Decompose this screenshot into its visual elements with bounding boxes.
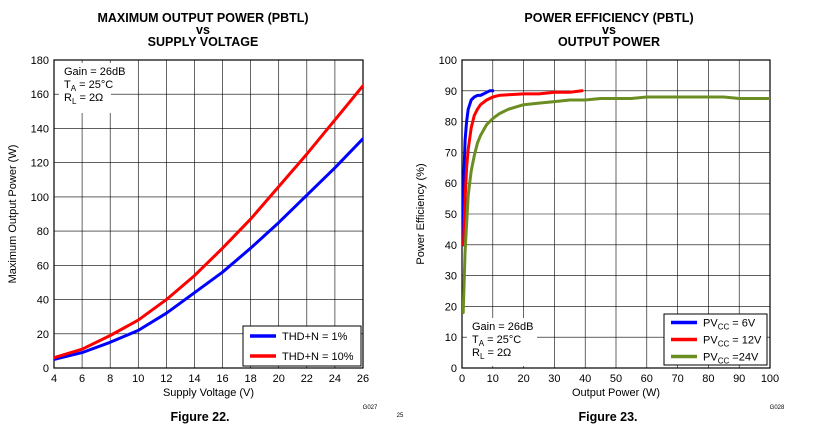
- x-axis-label: Output Power (W): [572, 387, 660, 399]
- chart-title-line: POWER EFFICIENCY (PBTL): [524, 11, 693, 25]
- x-tick-label: 10: [132, 373, 144, 385]
- figure-code: G027: [363, 405, 378, 411]
- legend-label: PVCC = 6V: [703, 318, 756, 332]
- x-tick-label: 20: [517, 373, 529, 385]
- condition-note: TA = 25°C: [472, 334, 521, 348]
- x-tick-label: 90: [733, 373, 745, 385]
- y-tick-label: 90: [445, 86, 457, 98]
- legend-label: PVCC = 12V: [703, 335, 762, 349]
- y-tick-label: 100: [31, 192, 49, 204]
- x-tick-label: 20: [273, 373, 285, 385]
- x-tick-label: 10: [487, 373, 499, 385]
- legend-box: [242, 325, 362, 367]
- y-tick-label: 180: [31, 55, 49, 67]
- series-line-3: [462, 95, 770, 315]
- y-tick-label: 140: [31, 123, 49, 135]
- y-tick-label: 0: [451, 363, 457, 375]
- x-tick-label: 40: [579, 373, 591, 385]
- y-tick-label: 20: [37, 329, 49, 341]
- y-tick-label: 40: [37, 295, 49, 307]
- y-tick-label: 50: [445, 209, 457, 221]
- series-line-1: [462, 89, 495, 247]
- figure-caption: Figure 22.: [170, 410, 229, 424]
- x-tick-label: 26: [357, 373, 369, 385]
- y-tick-label: 20: [445, 301, 457, 313]
- condition-note: Gain = 26dB: [472, 321, 533, 333]
- legend-label: PVCC =24V: [703, 352, 759, 366]
- y-tick-label: 120: [31, 158, 49, 170]
- y-tick-label: 70: [445, 147, 457, 159]
- x-tick-label: 6: [79, 373, 85, 385]
- x-tick-label: 12: [160, 373, 172, 385]
- y-tick-label: 100: [439, 55, 457, 67]
- y-tick-label: 60: [37, 260, 49, 272]
- chart-title-line: SUPPLY VOLTAGE: [148, 35, 259, 49]
- condition-note: TA = 25°C: [64, 79, 113, 93]
- series-line-2: [462, 89, 584, 247]
- figure-caption: Figure 23.: [578, 410, 637, 424]
- x-tick-label: 24: [329, 373, 341, 385]
- series-line-1: [54, 137, 363, 361]
- y-tick-label: 80: [37, 226, 49, 238]
- x-axis-label: Supply Voltage (V): [163, 387, 254, 399]
- chart-title-line: vs: [196, 23, 210, 37]
- condition-note: RL = 2Ω: [472, 347, 511, 361]
- y-tick-label: 10: [445, 332, 457, 344]
- y-axis-label: Power Efficiency (%): [415, 163, 427, 264]
- chart-title-line: vs: [602, 23, 616, 37]
- condition-note: RL = 2Ω: [64, 92, 103, 106]
- y-tick-label: 60: [445, 178, 457, 190]
- x-tick-label: 14: [188, 373, 200, 385]
- plot-frame: [53, 59, 364, 369]
- figure-code: G028: [770, 405, 785, 411]
- x-tick-label: 18: [245, 373, 257, 385]
- y-tick-label: 40: [445, 240, 457, 252]
- conditions-box: [467, 318, 537, 366]
- legend-label: THD+N = 10%: [282, 351, 354, 363]
- legend-label: THD+N = 1%: [282, 331, 348, 343]
- x-tick-label: 30: [548, 373, 560, 385]
- x-tick-label: 0: [459, 373, 465, 385]
- chart-title-line: OUTPUT POWER: [558, 35, 660, 49]
- x-tick-label: 100: [761, 373, 779, 385]
- y-tick-label: 0: [43, 363, 49, 375]
- conditions-box: [59, 63, 111, 113]
- x-tick-label: 4: [51, 373, 57, 385]
- x-tick-label: 70: [671, 373, 683, 385]
- x-tick-label: 50: [610, 373, 622, 385]
- y-tick-label: 160: [31, 89, 49, 101]
- x-tick-label: 16: [216, 373, 228, 385]
- x-tick-label: 60: [641, 373, 653, 385]
- x-tick-label: 8: [107, 373, 113, 385]
- x-tick-label: 22: [301, 373, 313, 385]
- page-number: 25: [397, 413, 404, 419]
- y-tick-label: 30: [445, 271, 457, 283]
- condition-note: Gain = 26dB: [64, 66, 125, 78]
- y-axis-label: Maximum Output Power (W): [7, 145, 19, 284]
- chart-title-line: MAXIMUM OUTPUT POWER (PBTL): [97, 11, 308, 25]
- x-tick-label: 80: [702, 373, 714, 385]
- series-line-2: [54, 84, 363, 360]
- y-tick-label: 80: [445, 117, 457, 129]
